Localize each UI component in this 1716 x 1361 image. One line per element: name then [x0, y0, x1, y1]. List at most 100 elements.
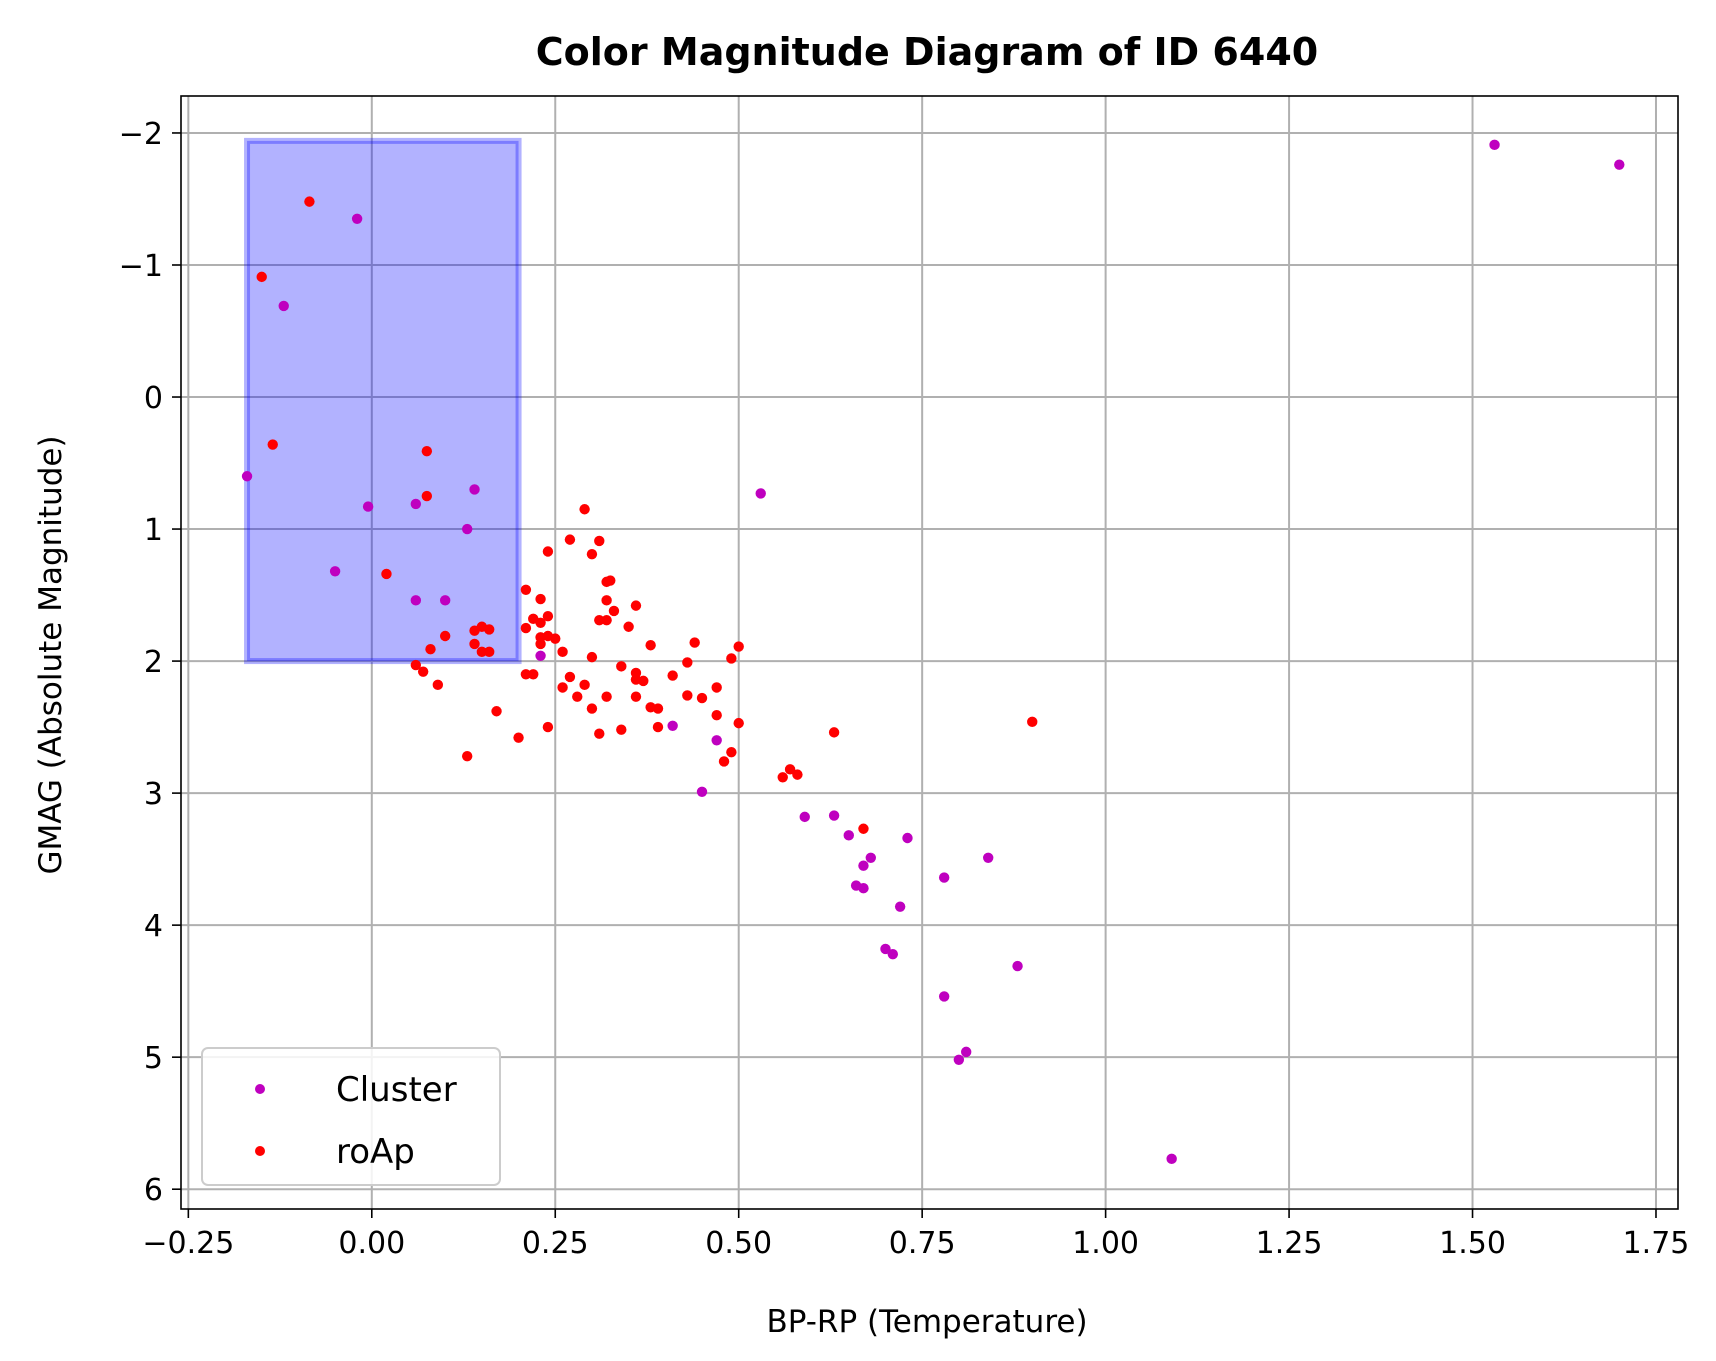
legend-marker-roap — [255, 1146, 265, 1156]
x-tick-label: 1.75 — [1623, 1226, 1690, 1261]
roap-point — [652, 703, 664, 714]
roap-point — [550, 633, 561, 644]
y-tick-label: −1 — [119, 249, 163, 284]
highlight-region-layer — [244, 137, 522, 665]
cluster-point — [1166, 1153, 1177, 1165]
roap-point — [520, 669, 532, 680]
cluster-point — [241, 471, 253, 482]
y-tick-label: 3 — [144, 777, 163, 812]
roap-point — [630, 600, 642, 611]
roap-point — [711, 682, 722, 693]
roap-point — [542, 721, 554, 733]
roap-point — [484, 624, 495, 635]
roap-point — [682, 690, 693, 701]
cluster-point — [410, 498, 422, 510]
roap-point — [461, 750, 473, 762]
roap-point — [586, 651, 598, 663]
cluster-point — [880, 943, 891, 955]
cluster-point — [535, 650, 546, 662]
legend-label-cluster: Cluster — [336, 1070, 457, 1110]
roap-point — [711, 710, 722, 721]
roap-point — [608, 605, 620, 617]
roap-point — [421, 490, 433, 502]
roap-point — [439, 630, 451, 642]
cluster-point — [953, 1054, 965, 1066]
roap-point — [256, 271, 267, 283]
roap-point — [432, 679, 444, 691]
roap-point — [784, 764, 796, 775]
y-tick-label: 1 — [144, 513, 163, 548]
roap-point — [557, 682, 568, 693]
x-tick-label: −0.25 — [142, 1226, 234, 1261]
roap-point — [535, 638, 546, 650]
roap-point — [616, 661, 627, 672]
cluster-point — [960, 1046, 972, 1058]
chart-title: Color Magnitude Diagram of ID 6440 — [536, 30, 1318, 74]
legend-label-roap: roAp — [336, 1132, 415, 1172]
roap-point — [667, 670, 678, 681]
cluster-point — [828, 810, 840, 821]
roap-point — [777, 772, 788, 783]
roap-point — [476, 646, 488, 658]
roap-point — [645, 640, 656, 651]
cluster-point — [1614, 159, 1625, 170]
roap-point — [586, 548, 598, 560]
cluster-point — [858, 882, 869, 894]
roap-point — [520, 584, 532, 595]
roap-point — [528, 669, 539, 680]
x-tick-label: 0.50 — [705, 1226, 772, 1261]
roap-point — [513, 732, 524, 743]
roap-point — [1027, 716, 1038, 728]
x-axis-label: BP-RP (Temperature) — [766, 1304, 1087, 1340]
roap-point — [535, 617, 546, 628]
cluster-point — [938, 991, 950, 1002]
cluster-point — [887, 948, 899, 960]
cluster-point — [865, 852, 876, 864]
legend: Cluster roAp — [201, 1047, 501, 1186]
y-tick-label: 6 — [144, 1173, 163, 1208]
points-layer — [241, 139, 1625, 1165]
cluster-point — [858, 860, 869, 871]
roap-point — [469, 638, 480, 650]
legend-marker-cluster — [255, 1084, 265, 1094]
roap-point — [616, 724, 627, 735]
roap-point — [579, 504, 590, 515]
cluster-point — [469, 484, 480, 495]
roap-point — [381, 568, 392, 580]
x-tick-label: 1.00 — [1072, 1226, 1139, 1261]
roap-point — [630, 691, 642, 702]
x-tick-label: 1.25 — [1256, 1226, 1323, 1261]
roap-point — [469, 625, 480, 636]
x-tick-label: 1.50 — [1439, 1226, 1506, 1261]
cluster-point — [755, 488, 766, 499]
roap-point — [425, 643, 436, 655]
roap-point — [689, 637, 700, 648]
roap-point — [594, 728, 605, 739]
cluster-point — [461, 523, 473, 535]
cluster-point — [983, 852, 994, 864]
x-tick-label: 0.75 — [889, 1226, 956, 1261]
grid — [181, 96, 1678, 1209]
roap-point — [718, 756, 730, 767]
cluster-point — [711, 735, 722, 746]
roap-point — [594, 535, 605, 547]
roap-point — [601, 614, 612, 626]
x-tick-label: 0.00 — [338, 1226, 405, 1261]
roap-point — [792, 769, 803, 780]
roap-point — [542, 610, 554, 622]
roap-point — [484, 646, 495, 658]
cluster-point — [843, 830, 854, 841]
cluster-point — [667, 720, 678, 731]
cluster-point — [1489, 139, 1500, 151]
roap-point — [733, 641, 744, 652]
cluster-point — [410, 595, 422, 606]
axis-ticks: −0.25 0.00 0.25 0.50 0.75 1.00 1.25 1.50 1.75 −2 −… — [119, 117, 1690, 1261]
roap-point — [586, 703, 598, 714]
roap-point — [535, 593, 546, 605]
roap-point — [557, 646, 568, 658]
roap-point — [652, 721, 664, 733]
roap-point — [421, 445, 433, 457]
roap-point — [733, 717, 744, 729]
roap-point — [564, 671, 576, 683]
